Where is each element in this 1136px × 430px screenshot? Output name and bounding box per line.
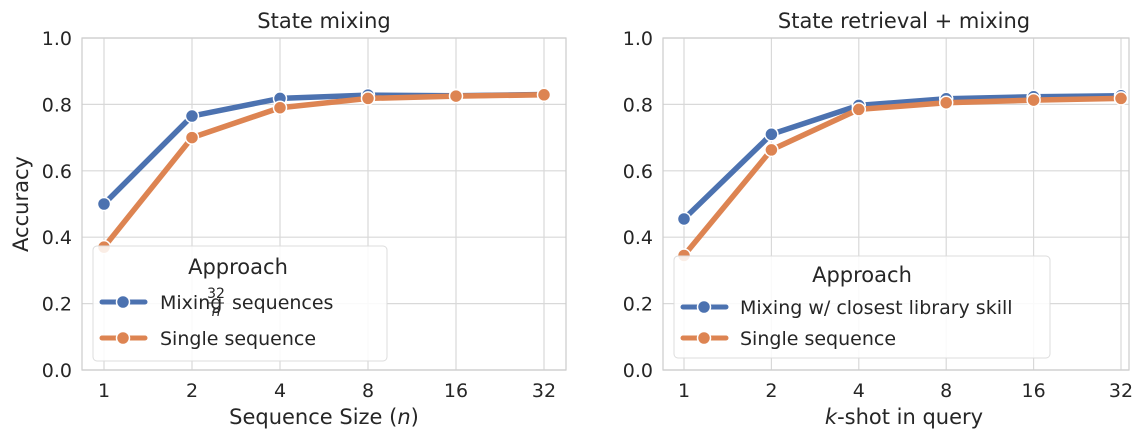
legend: Approach Mixing w/ closest library skill… (673, 255, 1051, 359)
y-tick-label: 0.4 (42, 227, 72, 249)
plot-frame (662, 37, 1130, 371)
data-point[interactable] (96, 196, 112, 212)
x-axis-label: Sequence Size (n) (229, 405, 419, 429)
x-tick-label: 32 (532, 380, 556, 402)
series-line (101, 92, 547, 250)
x-axis-label-close: ) (411, 405, 419, 429)
x-tick-label: 2 (765, 380, 777, 402)
y-tick-label: 0.4 (623, 227, 653, 249)
y-tick-label: 0.0 (42, 360, 72, 382)
x-tick-label: 16 (444, 380, 468, 402)
data-point[interactable] (448, 88, 464, 104)
data-point[interactable] (184, 130, 200, 145)
y-tick-label: 0.6 (42, 161, 72, 183)
data-point[interactable] (360, 91, 376, 106)
y-axis-label: Accuracy (9, 156, 33, 252)
x-tick-label: 1 (98, 380, 110, 402)
data-point[interactable] (272, 100, 288, 115)
data-point[interactable] (938, 95, 954, 110)
x-tick-labels: 1 2 4 8 16 32 (98, 380, 556, 402)
x-tick-label: 8 (940, 380, 952, 402)
plot-frame (81, 37, 567, 371)
data-point[interactable] (851, 102, 867, 117)
data-point[interactable] (676, 211, 692, 227)
legend-marker-single (115, 330, 131, 346)
series (96, 87, 552, 255)
series-single (96, 87, 552, 255)
series-single (676, 91, 1129, 263)
chart-panel-state-mixing: State mixing Accuracy Sequence Size (n) … (9, 9, 567, 429)
chart-panel-state-retrieval-mixing: State retrieval + mixing k-shot in query… (623, 9, 1133, 429)
series (676, 88, 1129, 263)
y-tick-labels: 0.0 0.2 0.4 0.6 0.8 1.0 (42, 28, 72, 382)
data-point[interactable] (536, 87, 552, 103)
data-point[interactable] (764, 127, 779, 142)
legend-frac-numerator: 32 (207, 286, 225, 302)
legend-item-single[interactable]: Single sequence (680, 328, 896, 350)
x-axis-label: k-shot in query (825, 405, 983, 429)
x-tick-label: 16 (1022, 380, 1046, 402)
x-tick-labels: 1 2 4 8 16 32 (678, 380, 1133, 402)
data-point[interactable] (764, 142, 779, 158)
legend-label-mixing: Mixing w/ closest library skill (740, 297, 1013, 319)
series-line (101, 91, 547, 207)
legend-item-single[interactable]: Single sequence (99, 328, 316, 350)
x-tick-label: 8 (362, 380, 374, 402)
legend-marker-mixing (115, 294, 131, 310)
legend-label-single: Single sequence (160, 328, 316, 350)
legend-box (92, 245, 388, 362)
y-tick-label: 0.0 (623, 360, 653, 382)
legend-title: Approach (188, 255, 288, 279)
series-line (681, 93, 1124, 222)
legend-frac-denominator: n (212, 304, 221, 320)
series-line (681, 95, 1124, 259)
legend-title: Approach (812, 263, 912, 287)
legend-marker-mixing (696, 299, 712, 315)
chart-title: State retrieval + mixing (778, 9, 1030, 33)
x-axis-label-main: -shot in query (837, 405, 983, 429)
y-tick-label: 0.2 (42, 294, 72, 316)
data-point[interactable] (1113, 91, 1129, 106)
legend-label-mixing-prefix: Mixing (160, 292, 222, 314)
legend-item-mixing[interactable]: Mixing 32 n sequences (99, 286, 333, 320)
legend-item-mixing[interactable]: Mixing w/ closest library skill (680, 297, 1013, 319)
y-tick-label: 0.8 (42, 94, 72, 116)
x-axis-label-var: n (397, 405, 410, 429)
legend-label-single: Single sequence (740, 328, 896, 350)
x-tick-label: 32 (1109, 380, 1133, 402)
series-mixing (676, 88, 1129, 227)
y-tick-label: 0.2 (623, 294, 653, 316)
y-tick-labels: 0.0 0.2 0.4 0.6 0.8 1.0 (623, 28, 653, 382)
series-mixing (96, 87, 552, 212)
legend: Approach Mixing 32 n sequences Single se… (92, 245, 388, 362)
x-tick-label: 4 (274, 380, 286, 402)
y-tick-label: 0.8 (623, 94, 653, 116)
chart-title: State mixing (257, 9, 390, 33)
legend-label-mixing-suffix: sequences (232, 292, 333, 314)
legend-marker-single (696, 330, 712, 346)
y-tick-label: 1.0 (42, 28, 72, 50)
y-tick-label: 1.0 (623, 28, 653, 50)
x-axis-label-main: Sequence Size ( (229, 405, 397, 429)
x-tick-label: 1 (678, 380, 690, 402)
x-axis-label-var: k (825, 405, 838, 429)
x-tick-label: 2 (186, 380, 198, 402)
legend-box (673, 255, 1051, 359)
y-tick-label: 0.6 (623, 161, 653, 183)
x-tick-label: 4 (853, 380, 865, 402)
data-point[interactable] (1026, 92, 1041, 108)
data-point[interactable] (184, 108, 200, 124)
